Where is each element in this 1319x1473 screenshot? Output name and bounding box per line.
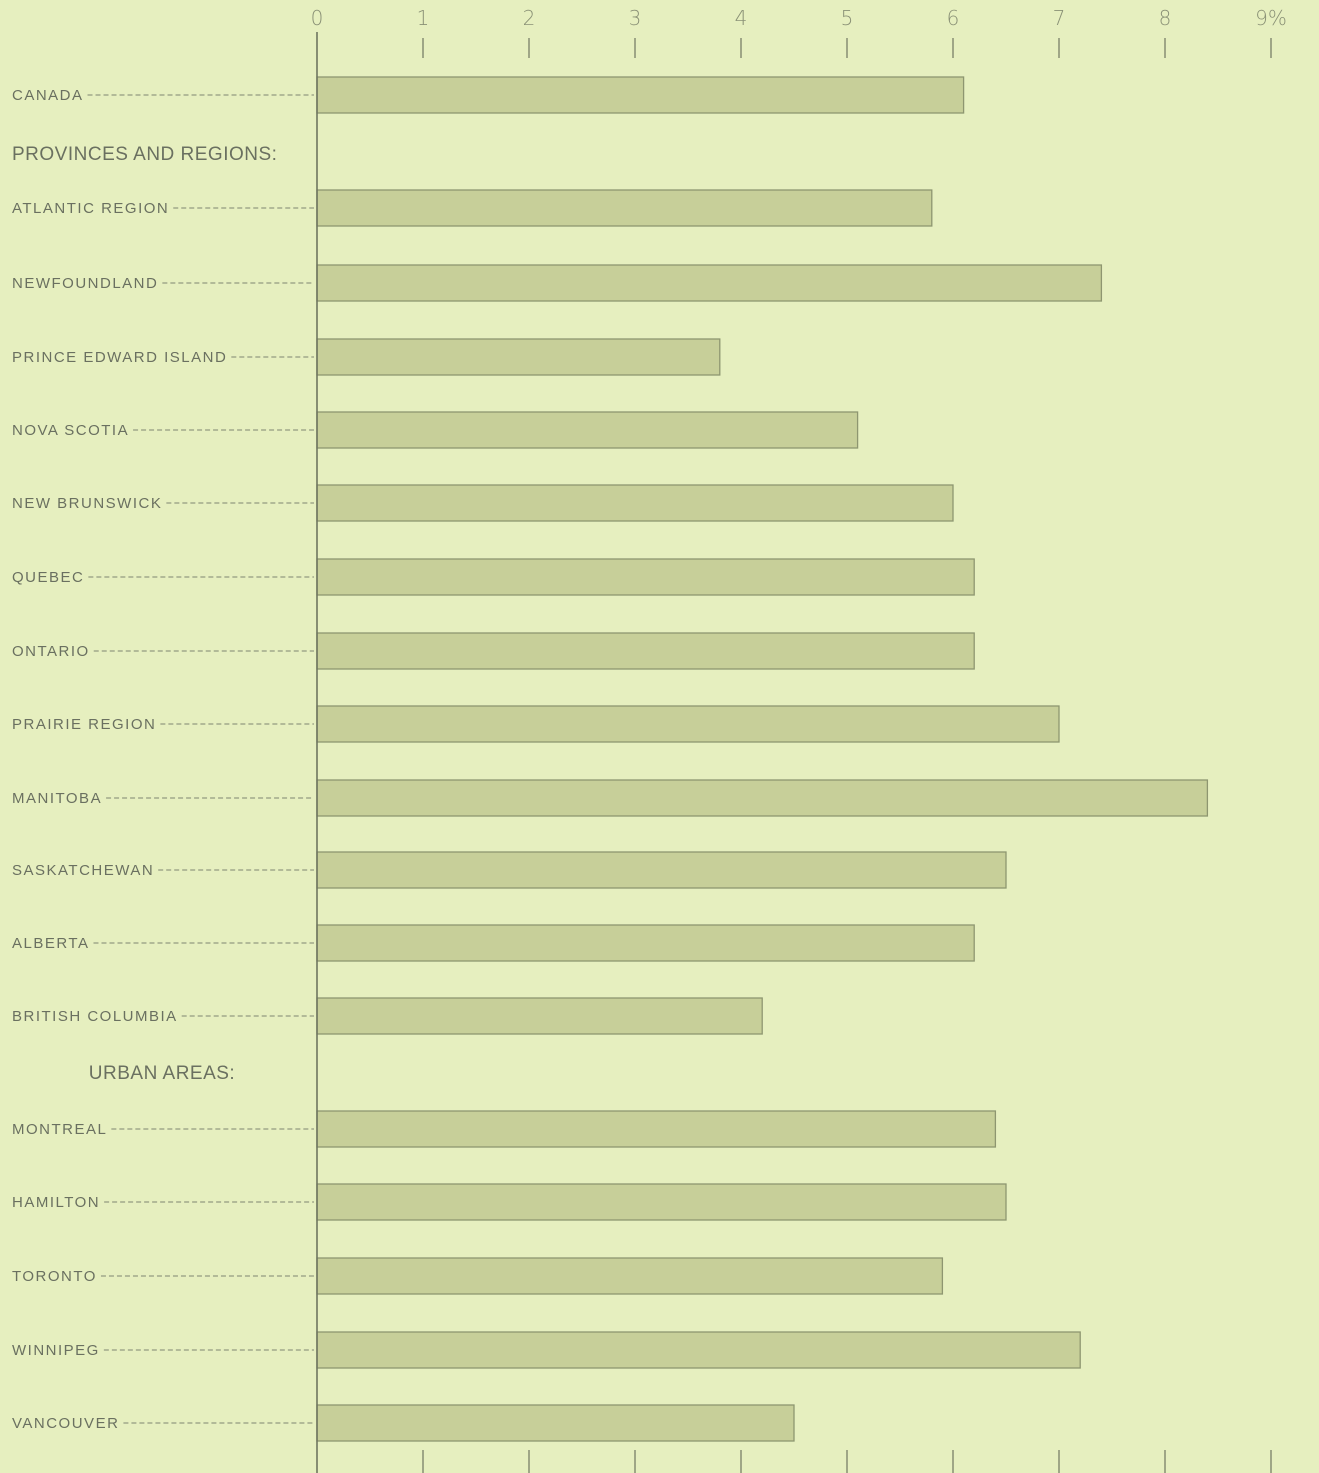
bar-row: NOVA SCOTIA xyxy=(12,411,859,449)
category-label: MONTREAL xyxy=(12,1121,107,1138)
x-tick-label: 2 xyxy=(523,6,536,30)
x-tick-label: 7 xyxy=(1053,6,1066,30)
bar-row: WINNIPEG xyxy=(12,1331,1081,1369)
category-label: ALBERTA xyxy=(12,935,89,952)
category-label: QUEBEC xyxy=(12,569,84,586)
bar xyxy=(316,924,975,962)
bar-row: SASKATCHEWAN xyxy=(12,851,1007,889)
x-tick-label: 4 xyxy=(735,6,748,30)
category-label: VANCOUVER xyxy=(12,1415,119,1432)
x-tick-label: 1 xyxy=(417,6,430,30)
x-tick-label: 6 xyxy=(947,6,960,30)
bar xyxy=(316,1331,1081,1369)
bar-row: BRITISH COLUMBIA xyxy=(12,997,763,1035)
bar xyxy=(316,338,721,376)
section-label: URBAN AREAS: xyxy=(89,1063,235,1084)
bar xyxy=(316,558,975,596)
bar xyxy=(316,1110,997,1148)
bar xyxy=(316,779,1209,817)
x-tick-label: 3 xyxy=(629,6,642,30)
bar xyxy=(316,851,1007,889)
bar xyxy=(316,705,1060,743)
category-label: BRITISH COLUMBIA xyxy=(12,1008,178,1025)
bar xyxy=(316,997,763,1035)
bar-row: PRAIRIE REGION xyxy=(12,705,1060,743)
bar-row: ATLANTIC REGION xyxy=(12,189,933,227)
category-label: MANITOBA xyxy=(12,790,102,807)
bar-row: NEW BRUNSWICK xyxy=(12,484,954,522)
bar-row: ALBERTA xyxy=(12,924,975,962)
bar-row: HAMILTON xyxy=(12,1183,1007,1221)
category-label: CANADA xyxy=(12,87,84,104)
bar-row: NEWFOUNDLAND xyxy=(12,264,1103,302)
category-label: ATLANTIC REGION xyxy=(12,200,169,217)
x-tick-label: 8 xyxy=(1159,6,1172,30)
category-label: NEWFOUNDLAND xyxy=(12,275,158,292)
category-label: HAMILTON xyxy=(12,1194,100,1211)
x-tick-label: 0 xyxy=(311,6,324,30)
bar-row: MONTREAL xyxy=(12,1110,997,1148)
bar xyxy=(316,411,859,449)
bar-row: PRINCE EDWARD ISLAND xyxy=(12,338,721,376)
x-axis-top: 0 1 2 3 4 5 6 7 8 9% xyxy=(311,6,1287,58)
x-axis-bottom xyxy=(422,1450,1272,1473)
category-label: ONTARIO xyxy=(12,643,90,660)
bar xyxy=(316,484,954,522)
bar-row: ONTARIO xyxy=(12,632,975,670)
category-label: PRINCE EDWARD ISLAND xyxy=(12,349,227,366)
category-label: NOVA SCOTIA xyxy=(12,422,129,439)
bar xyxy=(316,189,933,227)
bar xyxy=(316,1183,1007,1221)
section-header: PROVINCES AND REGIONS: xyxy=(12,144,277,165)
section-header: URBAN AREAS: xyxy=(89,1063,235,1084)
chart-rows: CANADA PROVINCES AND REGIONS: ATLANTIC REG… xyxy=(12,76,1209,1442)
bar-row: VANCOUVER xyxy=(12,1404,795,1442)
bar xyxy=(316,632,975,670)
category-label: WINNIPEG xyxy=(12,1342,100,1359)
category-label: NEW BRUNSWICK xyxy=(12,495,162,512)
bar-row: QUEBEC xyxy=(12,558,975,596)
category-label: TORONTO xyxy=(12,1268,97,1285)
bar xyxy=(316,264,1103,302)
x-tick-label: 9% xyxy=(1255,6,1287,30)
bar xyxy=(316,76,965,114)
bar xyxy=(316,1257,944,1295)
bar-row: CANADA xyxy=(12,76,965,114)
category-label: PRAIRIE REGION xyxy=(12,716,156,733)
section-label: PROVINCES AND REGIONS: xyxy=(12,144,277,165)
bar xyxy=(316,1404,795,1442)
category-label: SASKATCHEWAN xyxy=(12,862,154,879)
bar-row: TORONTO xyxy=(12,1257,944,1295)
x-tick-label: 5 xyxy=(841,6,854,30)
bar-row: MANITOBA xyxy=(12,779,1209,817)
